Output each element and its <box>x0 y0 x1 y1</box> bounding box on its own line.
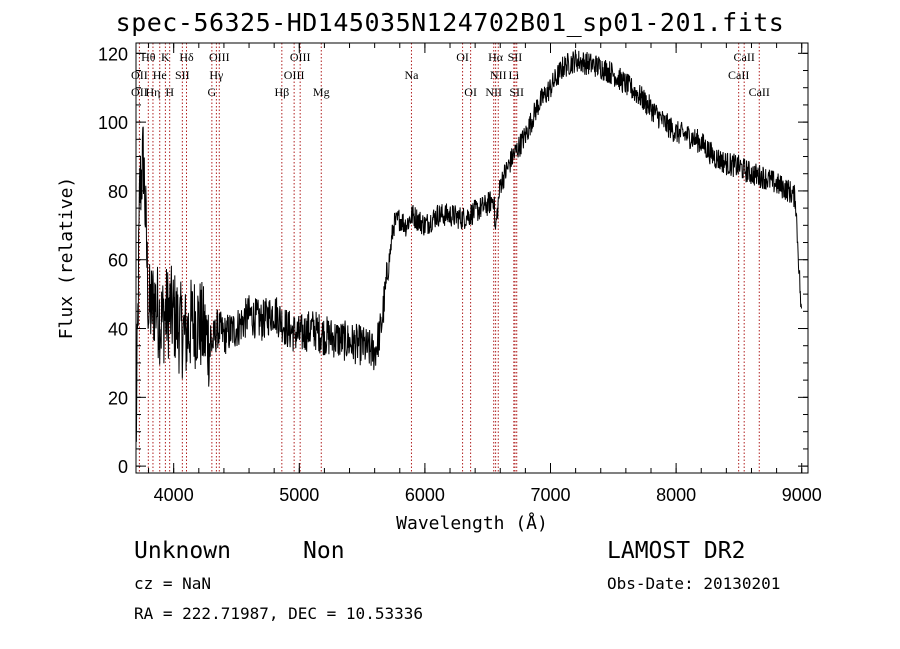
line-label: Hα <box>488 50 504 64</box>
chart-title: spec-56325-HD145035N124702B01_sp01-201.f… <box>115 8 785 37</box>
x-tick-label: 5000 <box>279 485 319 505</box>
line-label: Hγ <box>209 68 224 82</box>
y-tick-label: 20 <box>108 388 128 408</box>
line-label: NII <box>490 68 507 82</box>
line-label: Hδ <box>179 50 194 64</box>
spectrum-series <box>135 49 802 442</box>
x-axis-label: Wavelength (Å) <box>396 512 548 534</box>
line-label: H <box>165 85 174 99</box>
obs-date: Obs-Date: 20130201 <box>607 574 781 593</box>
line-label: NII <box>485 85 502 99</box>
line-label: CaII <box>734 50 755 64</box>
line-labels: Hθ K Hδ OIII OIII OI Hα SII CaII OII He SII Hγ OIII Na… <box>131 50 770 99</box>
line-label: SII <box>509 85 524 99</box>
line-label: Li <box>508 68 519 82</box>
line-label: SII <box>175 68 190 82</box>
line-label: Mg <box>313 85 330 99</box>
spectrum-line <box>135 49 802 442</box>
line-label: K <box>161 50 170 64</box>
line-label: Na <box>404 68 419 82</box>
x-tick-label: 9000 <box>782 485 822 505</box>
line-label: OII <box>131 85 148 99</box>
redshift-text: cz = NaN <box>134 574 212 593</box>
y-tick-label: 100 <box>98 113 128 133</box>
line-label: OI <box>456 50 469 64</box>
object-class: Unknown <box>134 538 231 564</box>
y-tick-label: 80 <box>108 182 128 202</box>
line-label: OIII <box>284 68 305 82</box>
line-label: CaII <box>749 85 770 99</box>
subclass: Non <box>303 538 345 564</box>
survey-name: LAMOST DR2 <box>607 538 746 564</box>
line-label: OI <box>464 85 477 99</box>
y-axis-label: Flux (relative) <box>56 177 77 340</box>
x-tick-label: 7000 <box>530 485 570 505</box>
line-label: OIII <box>209 50 230 64</box>
line-label: G <box>208 85 217 99</box>
y-tick-label: 40 <box>108 320 128 340</box>
line-label: He <box>153 68 167 82</box>
x-tick-label: 6000 <box>405 485 445 505</box>
line-label: CaII <box>728 68 749 82</box>
axes: 4000 5000 6000 7000 8000 9000 0 20 40 60 80 100 120 <box>98 43 822 505</box>
x-tick-label: 4000 <box>154 485 194 505</box>
line-label: Hθ <box>141 50 156 64</box>
y-tick-label: 60 <box>108 251 128 271</box>
line-label: OII <box>131 68 148 82</box>
line-label: SII <box>508 50 523 64</box>
coordinates: RA = 222.71987, DEC = 10.53336 <box>134 604 423 623</box>
line-markers <box>138 43 760 473</box>
line-label: Hη <box>145 85 160 99</box>
plot-frame <box>135 42 809 474</box>
y-tick-label: 120 <box>98 44 128 64</box>
line-label: Hβ <box>274 85 289 99</box>
x-tick-label: 8000 <box>656 485 696 505</box>
y-tick-label: 0 <box>118 457 128 477</box>
line-label: OIII <box>290 50 311 64</box>
